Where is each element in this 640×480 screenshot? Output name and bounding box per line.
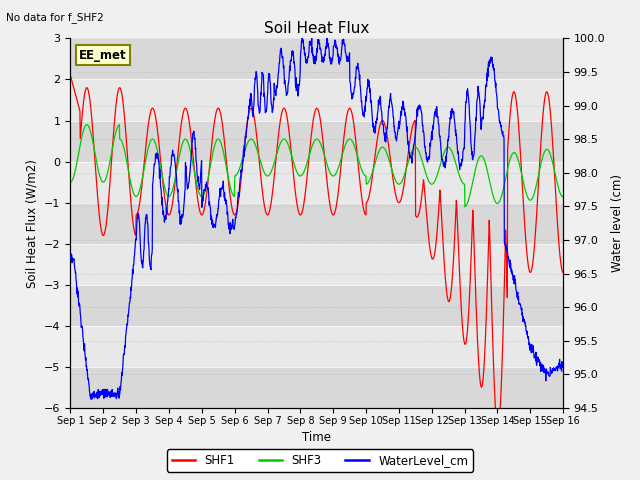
- Bar: [70, 120, 563, 162]
- Y-axis label: Soil Heat Flux (W/m2): Soil Heat Flux (W/m2): [26, 159, 38, 288]
- Bar: [70, 285, 563, 326]
- X-axis label: Time: Time: [302, 431, 332, 444]
- Bar: [70, 80, 563, 120]
- Legend: SHF1, SHF3, WaterLevel_cm: SHF1, SHF3, WaterLevel_cm: [167, 449, 473, 472]
- Bar: [70, 326, 563, 367]
- Bar: [70, 367, 563, 408]
- Bar: [70, 244, 563, 285]
- Title: Soil Heat Flux: Soil Heat Flux: [264, 21, 369, 36]
- Y-axis label: Water level (cm): Water level (cm): [611, 174, 624, 272]
- Bar: [70, 162, 563, 203]
- Text: EE_met: EE_met: [79, 49, 127, 62]
- Bar: [70, 203, 563, 244]
- Text: No data for f_SHF2: No data for f_SHF2: [6, 12, 104, 23]
- Bar: [70, 38, 563, 80]
